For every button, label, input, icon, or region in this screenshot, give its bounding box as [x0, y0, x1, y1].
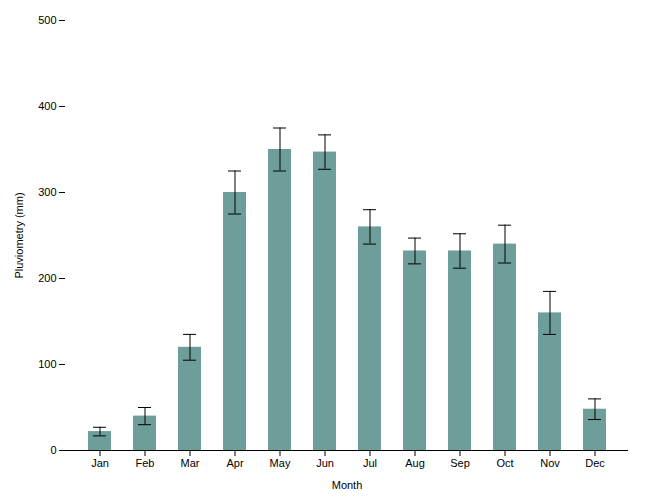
svg-text:Mar: Mar [181, 457, 200, 469]
svg-text:0: 0 [50, 444, 56, 456]
svg-text:Aug: Aug [405, 457, 425, 469]
svg-text:500: 500 [38, 14, 56, 26]
svg-text:200: 200 [38, 272, 56, 284]
svg-text:Feb: Feb [136, 457, 155, 469]
svg-text:Jun: Jun [316, 457, 334, 469]
svg-text:Pluviometry (mm): Pluviometry (mm) [13, 192, 25, 278]
svg-text:Month: Month [332, 479, 363, 491]
svg-text:Dec: Dec [585, 457, 605, 469]
svg-text:400: 400 [38, 100, 56, 112]
svg-text:Jul: Jul [363, 457, 377, 469]
svg-text:300: 300 [38, 186, 56, 198]
svg-text:Jan: Jan [91, 457, 109, 469]
svg-text:100: 100 [38, 358, 56, 370]
svg-text:Nov: Nov [540, 457, 560, 469]
svg-text:Sep: Sep [450, 457, 470, 469]
svg-text:Apr: Apr [226, 457, 243, 469]
svg-text:May: May [270, 457, 291, 469]
svg-text:Oct: Oct [496, 457, 513, 469]
